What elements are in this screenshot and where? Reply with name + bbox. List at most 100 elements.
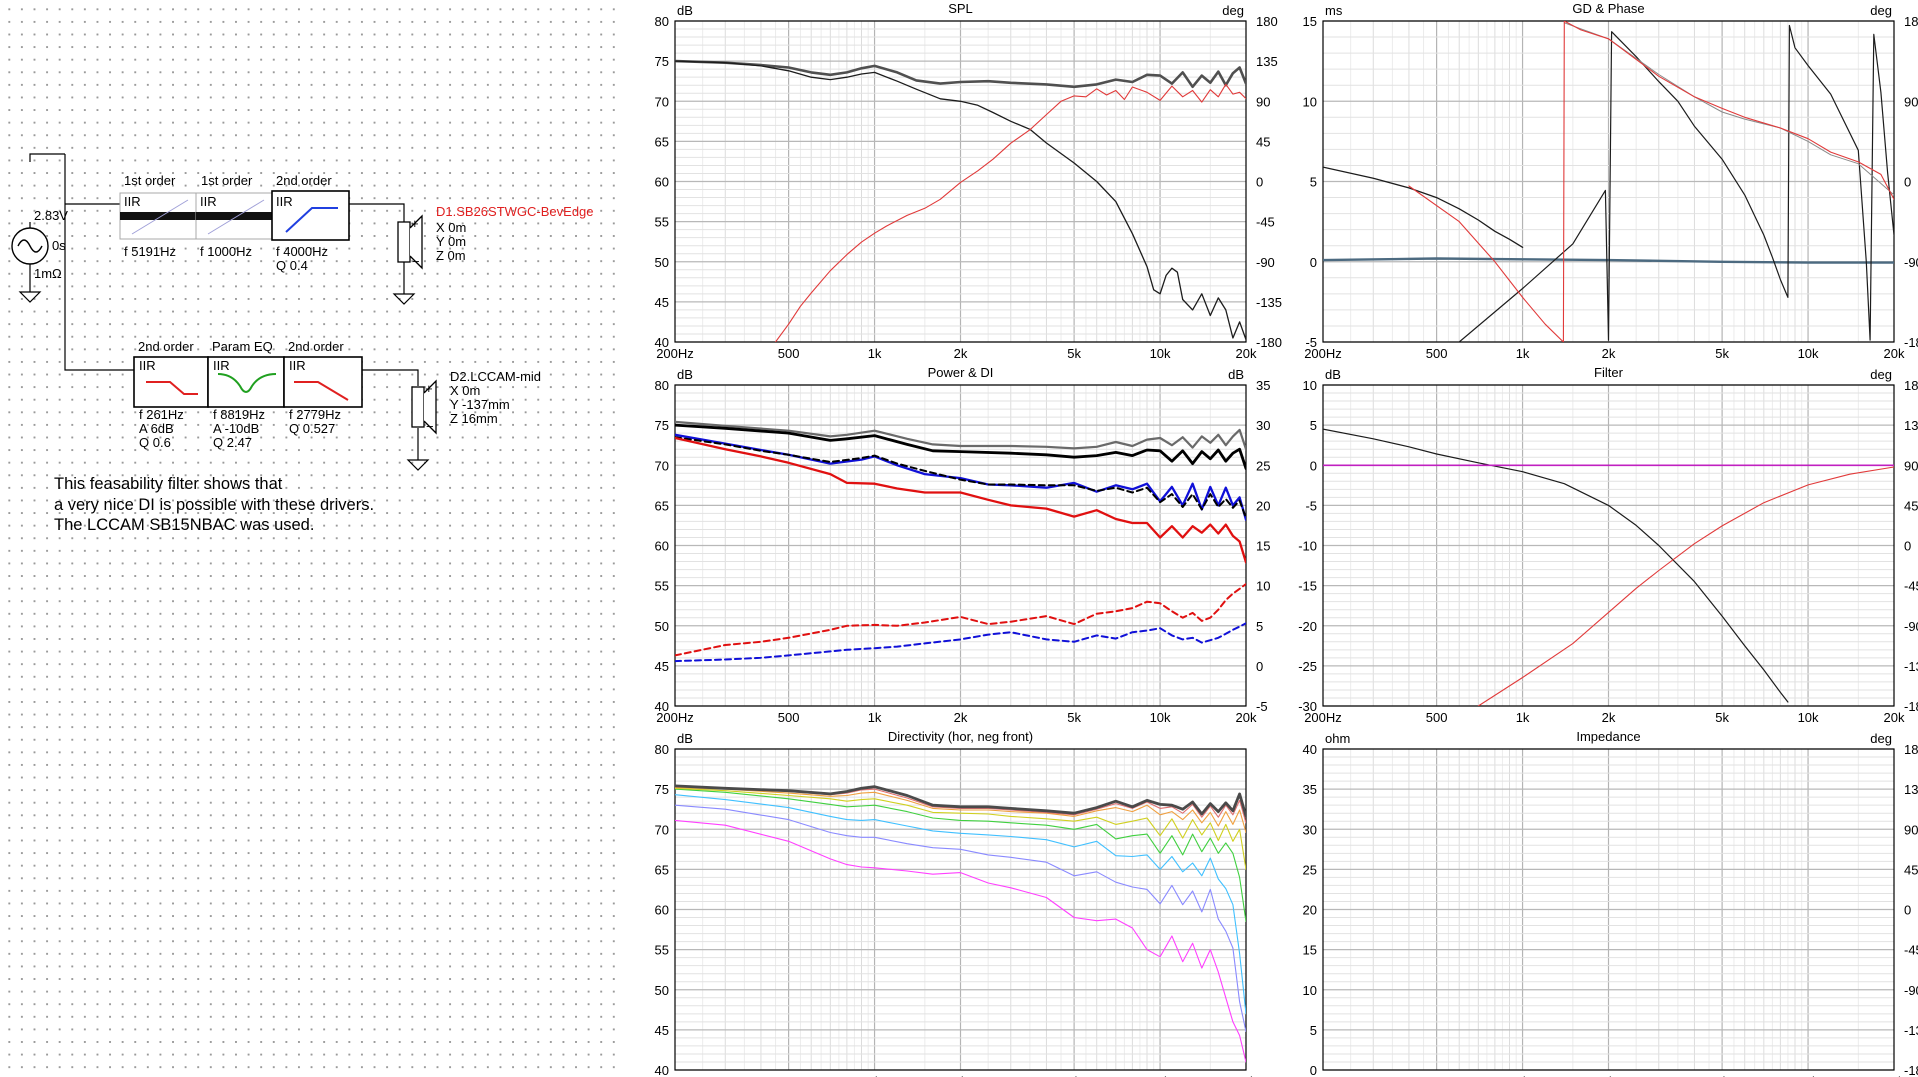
plot-grid [675,748,1246,1071]
right-tick-label: 35 [1256,378,1270,393]
block-param-q: Q 0.4 [276,258,308,273]
left-axis: 80 75 70 65 60 55 50 45 40 [655,378,669,714]
midrange-driver[interactable]: + − D2.LCCAM-mid X 0m Y -137mm Z 16mm [411,369,541,435]
wire-source-top [29,153,65,236]
left-tick-label: 50 [655,619,669,634]
right-tick-label: 30 [1256,418,1270,433]
plot-background [675,385,1246,706]
right-tick-label: 0 [1256,175,1263,190]
plot-title: Filter [1594,365,1624,380]
left-tick-label: 65 [655,862,669,877]
right-tick-label: -90 [1256,255,1275,270]
tweeter-driver[interactable]: + − D1.SB26STWGC-BevEdge X 0m Y 0m Z 0m [397,204,594,270]
midrange-ground-icon [406,459,430,471]
right-axis: 180 135 90 45 0 -45 -90 -135 -180 [1256,14,1282,350]
left-tick-label: 0 [1310,1063,1317,1077]
right-tick-label: 0 [1904,175,1911,190]
x-tick-label: 200Hz [656,710,694,725]
voltage-source[interactable]: 2.83V 0s 1mΩ [11,208,68,281]
left-tick-label: 40 [655,699,669,714]
left-unit-label: dB [1325,367,1341,382]
right-unit-label: deg [1222,3,1244,18]
right-tick-label: -90 [1904,983,1918,998]
block-param-q: Q 0.6 [139,435,171,450]
left-axis: 80 75 70 65 60 55 50 45 40 [655,742,669,1077]
plot-frame [1322,748,1895,1071]
plot-background [1323,385,1894,706]
series-line-3 [675,433,1246,521]
filter-block-hp-2nd-4000[interactable]: 2nd order IIR f 4000Hz Q 0.4 [271,173,350,273]
x-tick-label: 20k [1884,346,1905,361]
left-tick-label: 70 [655,458,669,473]
series-line-8 [675,784,1246,818]
crossover-schematic: 2.83V 0s 1mΩ 1st order IIR f 5191Hz 1st … [0,0,620,1077]
driver-plus-sign: + [411,216,419,231]
left-tick-label: 40 [655,335,669,350]
x-tick-label: 2k [1602,346,1616,361]
wire-top-chain-to-driver [349,203,405,222]
note-line: This feasability filter shows that [54,475,283,493]
block-order-label: Param EQ [212,339,273,354]
block-type-label: IIR [213,358,230,373]
right-tick-label: 25 [1256,458,1270,473]
plot-title: Power & DI [928,365,994,380]
plot-background [675,21,1246,342]
right-tick-label: 10 [1256,579,1270,594]
left-unit-label: dB [677,3,693,18]
left-tick-label: 30 [1303,822,1317,837]
filter-block-param-eq-8819[interactable]: Param EQ IIR f 8819Hz A -10dB Q 2.47 [207,339,285,450]
left-tick-label: -5 [1305,335,1317,350]
left-tick-label: -30 [1298,699,1317,714]
midrange-x: X 0m [450,383,480,398]
tweeter-y: Y 0m [436,234,466,249]
right-tick-label: 180 [1256,14,1278,29]
x-tick-label: 2k [1602,710,1616,725]
plot-title: Directivity (hor, neg front) [888,729,1033,744]
series-line-3 [1477,466,1894,706]
x-tick-label: 20k [1236,710,1257,725]
right-unit-label: deg [1870,731,1892,746]
right-tick-label: 90 [1256,94,1270,109]
block-type-label: IIR [200,194,217,209]
left-tick-label: 60 [655,539,669,554]
right-tick-label: 0 [1256,659,1263,674]
series-line-2 [1323,257,1894,264]
x-tick-label: 200Hz [656,346,694,361]
block-order-label: 2nd order [138,339,194,354]
plot-grid [1323,20,1894,343]
right-tick-label: 90 [1904,458,1918,473]
block-order-label: 1st order [124,173,176,188]
plot-grid [1323,748,1894,1071]
left-tick-label: 10 [1303,983,1317,998]
filter-block-lp-2nd-261[interactable]: 2nd order IIR f 261Hz A 6dB Q 0.6 [133,339,209,450]
right-tick-label: -135 [1904,659,1918,674]
x-tick-label: 10k [1798,346,1819,361]
left-tick-label: 75 [655,782,669,797]
right-axis: 180 135 90 45 0 -45 -90 -135 -180 [1904,378,1918,714]
right-tick-label: 135 [1904,418,1918,433]
series-line-7 [675,622,1246,663]
right-tick-label: 180 [1904,14,1918,29]
x-tick-label: 5k [1715,346,1729,361]
filter-block-hp-1st-5191[interactable]: 1st order IIR f 5191Hz [119,173,197,259]
x-tick-label: 10k [1798,710,1819,725]
series-line-5 [1408,21,1894,342]
block-type-label: IIR [289,358,306,373]
left-axis: 80 75 70 65 60 55 50 45 40 [655,14,669,350]
plot-title: SPL [948,1,973,16]
block-type-label: IIR [124,194,141,209]
plot-grid [675,384,1246,707]
x-tick-label: 5k [1067,346,1081,361]
series-line-1 [1323,166,1524,248]
series-line-1 [675,819,1246,1063]
filter-block-lp-2nd-2779[interactable]: 2nd order IIR f 2779Hz Q 0.527 [283,339,363,436]
driver-minus-sign: − [426,419,434,434]
left-tick-label: 35 [1303,782,1317,797]
schematic-wires [29,153,419,460]
right-tick-label: 45 [1904,862,1918,877]
x-axis: 200Hz 500 1k 2k 5k 10k 20k [656,346,1257,361]
series-group [675,420,1246,663]
left-tick-label: 0 [1310,255,1317,270]
filter-block-hp-1st-1000[interactable]: 1st order IIR f 1000Hz [195,173,273,259]
left-tick-label: 10 [1303,94,1317,109]
